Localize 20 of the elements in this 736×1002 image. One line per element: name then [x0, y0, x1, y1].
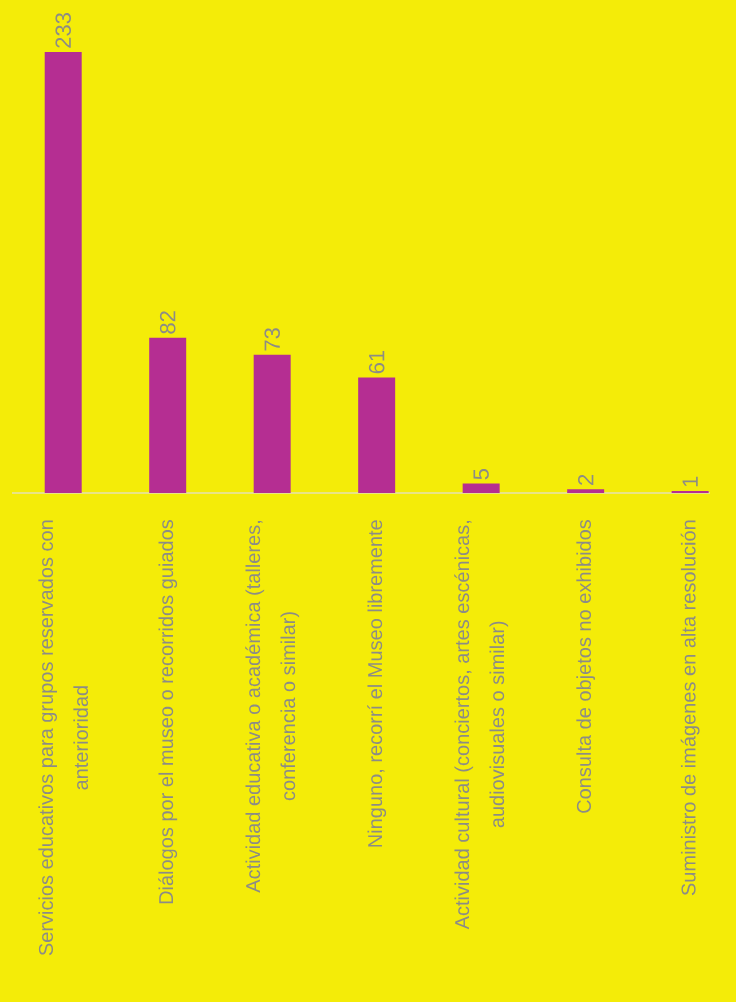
data-label: 5: [473, 469, 489, 480]
bar: [149, 337, 187, 493]
x-tick-label: Ninguno, recorrí el Museo libremente: [367, 520, 387, 847]
data-label: 82: [159, 311, 176, 334]
data-label: 233: [55, 13, 71, 48]
x-tick-label: Consulta de objetos no exhibidos: [576, 520, 595, 813]
data-label: 73: [264, 328, 280, 351]
x-tick-label: Diálogos por el museo o recorridos guiados: [158, 520, 178, 904]
x-tick-label: Suministro de imágenes en alta resolución: [680, 520, 700, 896]
x-tick-label: Servicios educativos para grupos reservados con anterioridad: [38, 520, 89, 956]
bar: [567, 489, 605, 493]
bar: [462, 483, 500, 493]
data-label: 2: [577, 474, 594, 485]
data-label: 61: [368, 350, 385, 374]
data-label: 1: [682, 476, 698, 487]
bar: [358, 377, 396, 493]
bar: [44, 52, 82, 493]
x-tick-label: Actividad cultural (conciertos, artes escénicas, audiovisuales o similar): [454, 521, 509, 930]
x-tick-label: Actividad educativa o académica (talleres, conferencia o similar): [245, 521, 300, 893]
bar: [253, 354, 291, 493]
